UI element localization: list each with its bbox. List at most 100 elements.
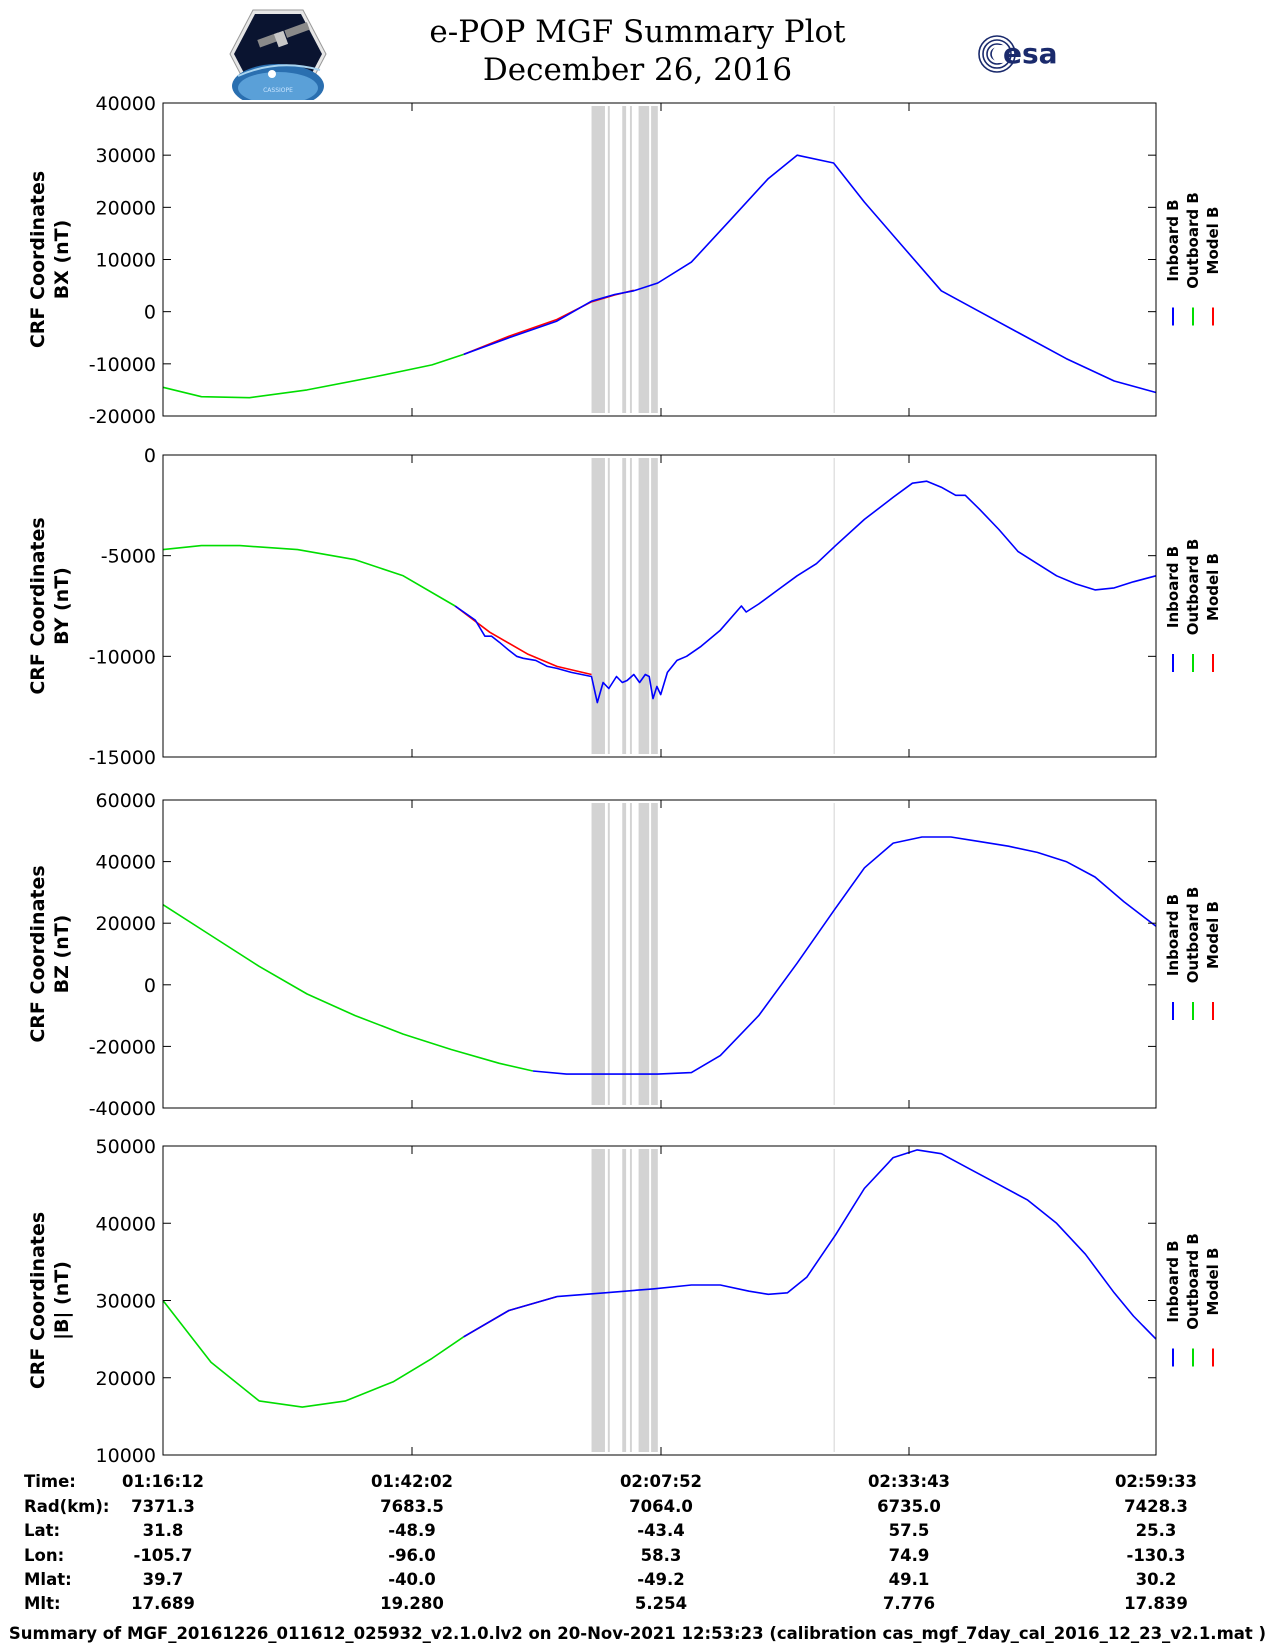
ephemeris-row-label-4: Lon: <box>24 1546 64 1565</box>
ephemeris-value-5-1: 02:59:33 <box>1115 1472 1197 1491</box>
y-axis-label-2: CRF Coordinates <box>27 517 49 694</box>
series-outboard-b-line-1 <box>162 353 464 399</box>
y-tick-label-3-1: 60000 <box>96 790 156 812</box>
y-tick-label-2-1: 0 <box>144 445 156 467</box>
data-gap-band-2-4 <box>629 458 632 754</box>
ephemeris-value-3-1: 02:07:52 <box>620 1472 702 1491</box>
data-gap-band-2-6 <box>651 458 658 754</box>
legend-label-3-3: Model B <box>1204 901 1222 969</box>
y-tick-label-3-6: -40000 <box>89 1098 156 1120</box>
y-axis-label-1: CRF Coordinates <box>27 171 49 348</box>
ephemeris-value-3-3: -43.4 <box>637 1521 685 1540</box>
plot-frame-2 <box>162 454 1157 758</box>
ephemeris-value-4-2: 6735.0 <box>877 1497 941 1516</box>
y-tick-label-1-6: -10000 <box>89 354 156 376</box>
data-gap-band-3-1 <box>591 803 605 1105</box>
data-gap-band-4-5 <box>638 1149 650 1452</box>
legend-label-1-1: Inboard B <box>1164 199 1182 281</box>
ephemeris-value-1-4: -105.7 <box>133 1546 192 1565</box>
ephemeris-row-label-2: Rad(km): <box>24 1497 110 1516</box>
series-inboard-b-line-4 <box>463 1149 1157 1340</box>
ephemeris-value-1-3: 31.8 <box>143 1521 184 1540</box>
series-inboard-b-line-3 <box>532 836 1157 1075</box>
y-tick-label-1-7: -20000 <box>89 406 156 428</box>
data-gap-band-1-6 <box>651 106 658 413</box>
data-gap-band-3-5 <box>638 803 650 1105</box>
legend-label-4-3: Model B <box>1204 1248 1222 1316</box>
data-gap-band-2-3 <box>622 458 627 754</box>
data-gap-band-1-4 <box>629 106 632 413</box>
ephemeris-value-5-5: 30.2 <box>1136 1570 1177 1589</box>
ephemeris-value-1-5: 39.7 <box>143 1570 184 1589</box>
plot-frame-1 <box>162 102 1157 417</box>
y-tick-label-4-3: 30000 <box>96 1291 156 1313</box>
legend-label-1-3: Model B <box>1204 207 1222 275</box>
plot-frame-3 <box>162 799 1157 1109</box>
ephemeris-value-1-1: 01:16:12 <box>122 1472 204 1491</box>
y-tick-label-3-4: 0 <box>144 975 156 997</box>
footer-caption: Summary of MGF_20161226_011612_025932_v2… <box>8 1624 1267 1643</box>
ephemeris-value-2-5: -40.0 <box>388 1570 436 1589</box>
series-outboard-b-line-4 <box>162 1300 465 1408</box>
series-inboard-b-line-1 <box>463 154 1157 394</box>
data-gap-band-3-2 <box>607 803 610 1105</box>
plot-date: December 26, 2016 <box>482 52 793 88</box>
esa-logo: esa <box>978 35 1058 73</box>
ephemeris-row-label-3: Lat: <box>24 1521 60 1540</box>
plot-frame-4 <box>162 1145 1157 1456</box>
y-axis-unit-label-1: BX (nT) <box>51 220 73 300</box>
data-gap-band-2-1 <box>591 458 605 754</box>
ephemeris-value-1-6: 17.689 <box>131 1594 195 1613</box>
legend-label-2-3: Model B <box>1204 553 1222 621</box>
ephemeris-value-2-2: 7683.5 <box>380 1497 444 1516</box>
plot-title: e-POP MGF Summary Plot <box>429 14 846 50</box>
ephemeris-value-5-6: 17.839 <box>1124 1594 1188 1613</box>
ephemeris-value-3-5: -49.2 <box>637 1570 685 1589</box>
series-outboard-b-line-3 <box>162 904 534 1072</box>
legend-label-4-1: Inboard B <box>1164 1240 1182 1322</box>
y-tick-label-4-1: 50000 <box>96 1136 156 1158</box>
ephemeris-row-label-1: Time: <box>24 1472 76 1491</box>
y-tick-label-1-2: 30000 <box>96 145 156 167</box>
y-tick-label-4-5: 10000 <box>96 1445 156 1467</box>
y-tick-label-1-3: 20000 <box>96 197 156 219</box>
legend-label-2-2: Outboard B <box>1184 539 1202 636</box>
ephemeris-value-4-6: 7.776 <box>883 1594 935 1613</box>
legend-label-3-2: Outboard B <box>1184 887 1202 984</box>
data-gap-band-4-6 <box>651 1149 658 1452</box>
y-tick-label-1-5: 0 <box>144 302 156 324</box>
ephemeris-row-label-6: Mlt: <box>24 1594 61 1613</box>
legend-label-3-1: Inboard B <box>1164 894 1182 976</box>
y-tick-label-3-2: 40000 <box>96 852 156 874</box>
ephemeris-value-2-1: 01:42:02 <box>371 1472 453 1491</box>
data-gap-band-2-7 <box>833 458 835 754</box>
data-gap-band-4-2 <box>607 1149 610 1452</box>
ephemeris-row-label-5: Mlat: <box>24 1570 72 1589</box>
ephemeris-value-5-3: 25.3 <box>1136 1521 1177 1540</box>
legend-label-4-2: Outboard B <box>1184 1233 1202 1330</box>
data-gap-band-1-5 <box>638 106 650 413</box>
legend-label-2-1: Inboard B <box>1164 546 1182 628</box>
ephemeris-value-2-4: -96.0 <box>388 1546 436 1565</box>
series-model-b-line-4 <box>463 1295 558 1338</box>
ephemeris-value-1-2: 7371.3 <box>131 1497 195 1516</box>
ephemeris-value-3-2: 7064.0 <box>629 1497 693 1516</box>
y-tick-label-1-4: 10000 <box>96 250 156 272</box>
ephemeris-value-4-3: 57.5 <box>889 1521 930 1540</box>
series-model-b-line-2 <box>454 605 592 676</box>
data-gap-band-3-6 <box>651 803 658 1105</box>
y-tick-label-4-4: 20000 <box>96 1368 156 1390</box>
data-gap-band-3-3 <box>622 803 627 1105</box>
y-tick-label-4-2: 40000 <box>96 1213 156 1235</box>
ephemeris-value-5-4: -130.3 <box>1126 1546 1185 1565</box>
ephemeris-value-4-1: 02:33:43 <box>868 1472 950 1491</box>
ephemeris-value-3-6: 5.254 <box>635 1594 687 1613</box>
cassiope-logo-text: CASSIOPE <box>263 87 293 94</box>
y-tick-label-2-2: -5000 <box>101 546 156 568</box>
y-tick-label-2-4: -15000 <box>89 747 156 769</box>
series-inboard-b-line-2 <box>454 480 1157 704</box>
data-gap-band-1-3 <box>622 106 627 413</box>
y-tick-label-1-1: 40000 <box>96 93 156 115</box>
data-gap-band-3-7 <box>833 803 835 1105</box>
